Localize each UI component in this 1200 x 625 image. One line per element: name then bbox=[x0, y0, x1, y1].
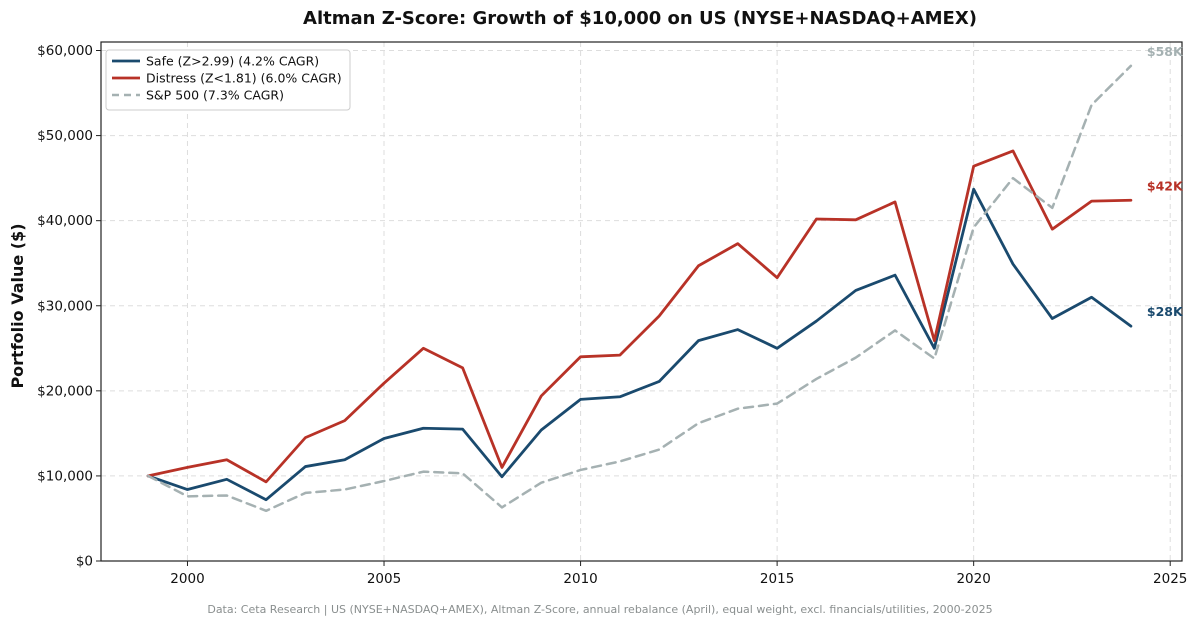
y-axis-label: Portfolio Value ($) bbox=[8, 223, 27, 388]
series-line-1 bbox=[146, 187, 1133, 502]
chart-title: Altman Z-Score: Growth of $10,000 on US … bbox=[303, 8, 977, 29]
series-end-label-3: $58K bbox=[1147, 44, 1184, 59]
y-tick-label: $40,000 bbox=[37, 213, 93, 229]
grid bbox=[101, 42, 1182, 562]
x-tick-label: 2005 bbox=[367, 571, 401, 587]
x-tick-label: 2025 bbox=[1153, 571, 1187, 587]
x-tick-label: 2020 bbox=[956, 571, 990, 587]
series-line-3 bbox=[146, 64, 1133, 513]
series-end-label-2: $42K bbox=[1147, 178, 1184, 193]
y-tick-label: $0 bbox=[76, 554, 93, 570]
x-tick-label: 2000 bbox=[170, 571, 204, 587]
y-tick-label: $50,000 bbox=[37, 128, 93, 144]
legend-box bbox=[105, 49, 351, 111]
y-tick-label: $20,000 bbox=[37, 383, 93, 399]
legend: Safe (Z>2.99) (4.2% CAGR) Distress (Z<1.8… bbox=[105, 49, 351, 111]
legend-label: Distress (Z<1.81) (6.0% CAGR) bbox=[146, 71, 342, 86]
axis-ticks: 2000 2005 2010 2015 2020 2025 $0 $10,000 $20,000… bbox=[37, 43, 1187, 587]
footer-note: Data: Ceta Research | US (NYSE+NASDAQ+AM… bbox=[207, 603, 992, 616]
plot-frame bbox=[100, 41, 1183, 562]
x-tick-label: 2010 bbox=[563, 571, 597, 587]
y-tick-label: $10,000 bbox=[37, 468, 93, 484]
y-tick-label: $60,000 bbox=[37, 43, 93, 59]
y-tick-label: $30,000 bbox=[37, 298, 93, 314]
legend-label: S&P 500 (7.3% CAGR) bbox=[146, 88, 284, 103]
end-labels: $28K $42K $58K bbox=[1147, 44, 1184, 319]
legend-label: Safe (Z>2.99) (4.2% CAGR) bbox=[146, 54, 319, 69]
series-end-label-1: $28K bbox=[1147, 304, 1184, 319]
x-tick-label: 2015 bbox=[760, 571, 794, 587]
series-line-2 bbox=[146, 149, 1133, 484]
series-lines bbox=[146, 64, 1133, 513]
